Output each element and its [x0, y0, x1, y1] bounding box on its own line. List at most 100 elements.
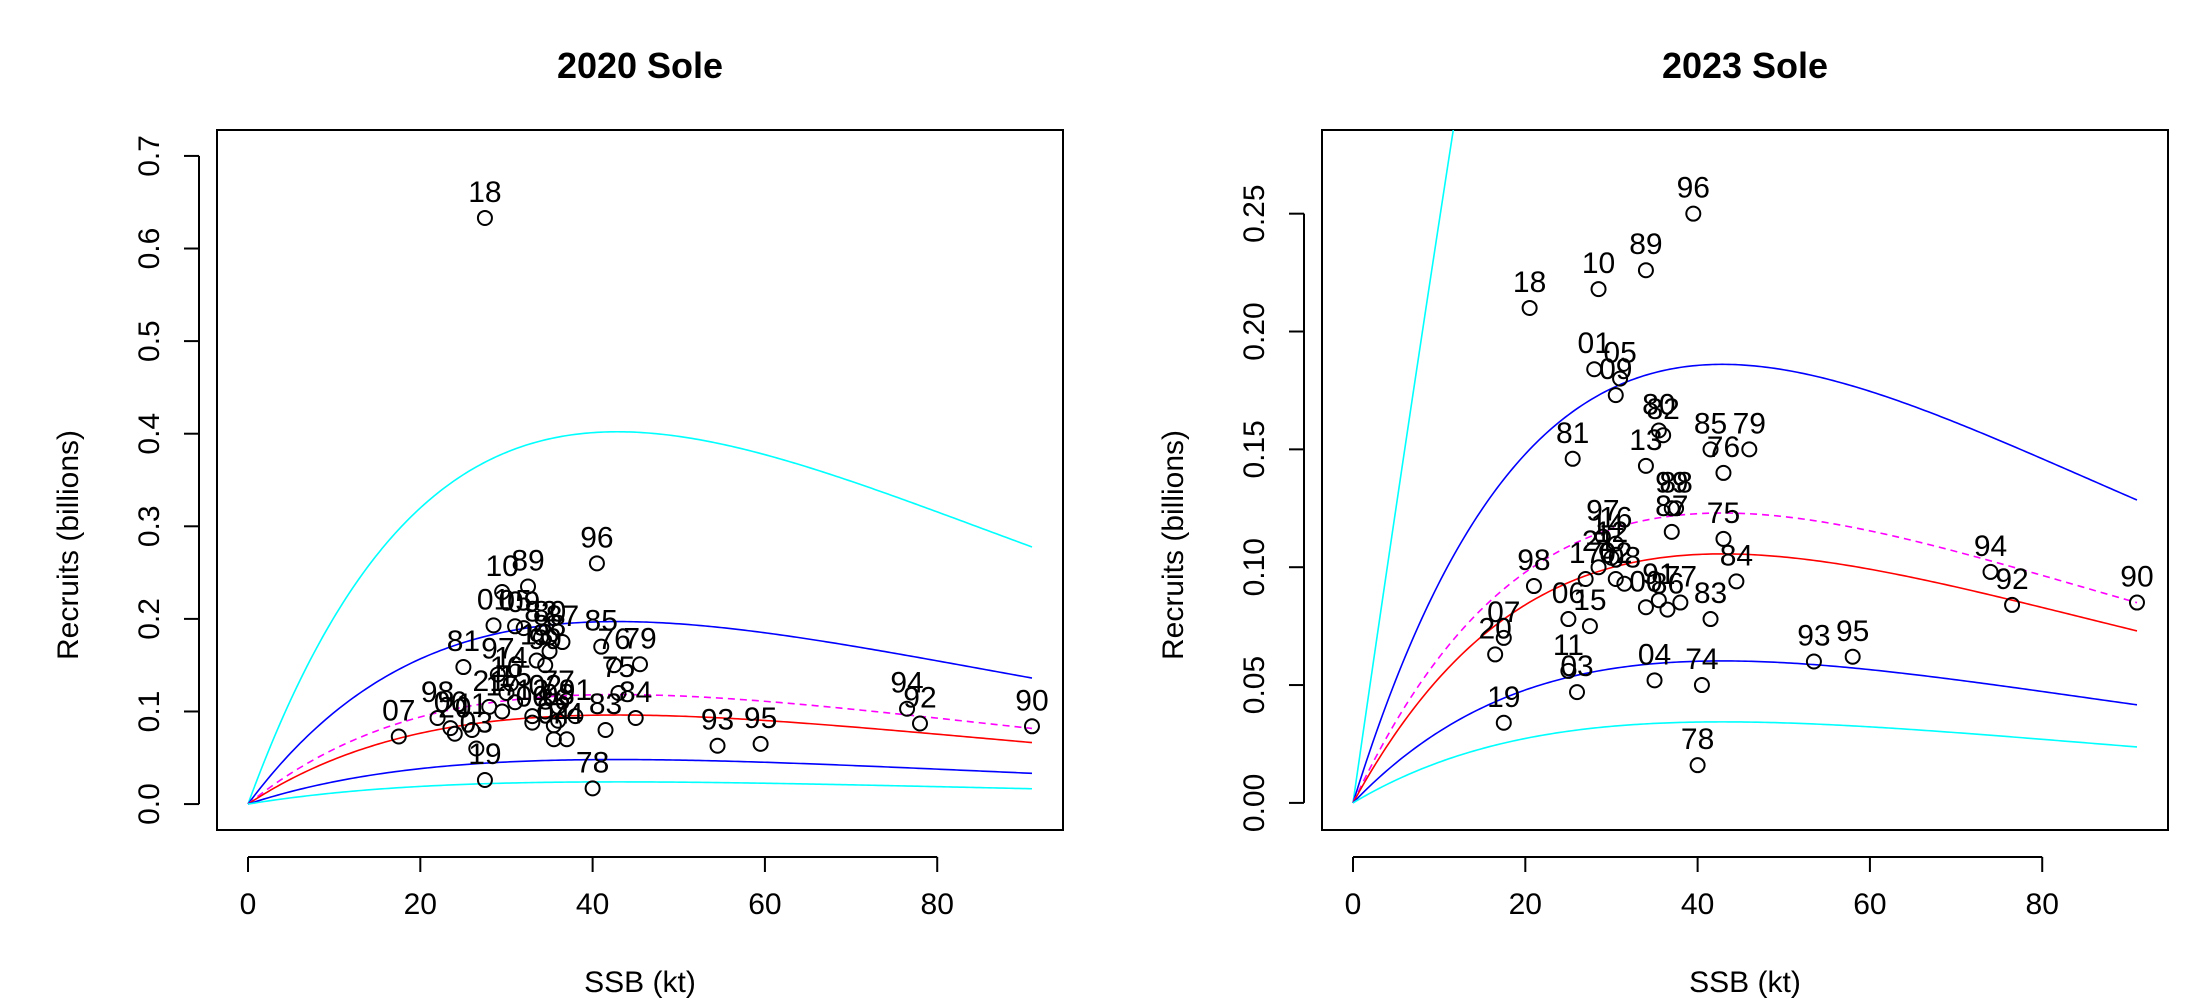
data-point — [485, 617, 502, 634]
point-label: 19 — [1487, 681, 1520, 714]
data-point — [1685, 205, 1702, 222]
data-point — [1594, 528, 1611, 545]
data-point — [1672, 594, 1689, 611]
x-tick-label: 60 — [748, 888, 781, 921]
point-label: 90 — [2120, 561, 2153, 594]
sr-curve-2 — [1352, 512, 2138, 804]
data-point — [2128, 594, 2145, 611]
data-point — [584, 780, 601, 797]
data-point — [1487, 646, 1504, 663]
point-label: 91 — [1642, 558, 1675, 591]
point-label: 90 — [1015, 684, 1048, 717]
point-label: 21 — [1582, 525, 1615, 558]
data-point — [1663, 500, 1680, 517]
data-point — [541, 643, 558, 660]
x-tick-label: 80 — [921, 888, 954, 921]
y-axis: 0.0 0.1 0.2 0.3 0.4 0.5 0.6 0.7 — [133, 135, 200, 825]
data-point — [606, 657, 623, 674]
point-label: 83 — [1694, 577, 1727, 610]
data-point — [1023, 718, 1040, 735]
y-tick-label: 0.25 — [1238, 184, 1271, 242]
point-label: 97 — [481, 632, 514, 665]
curves-layer — [1352, 130, 2138, 804]
y-axis-label: Recruits (billions) — [52, 430, 85, 660]
data-point — [1702, 441, 1719, 458]
data-point — [597, 722, 614, 738]
sr-curve-3 — [247, 714, 1033, 805]
point-label: 03 — [1560, 650, 1593, 683]
point-label: 05 — [498, 584, 531, 617]
data-point — [1728, 573, 1745, 590]
data-point — [507, 694, 524, 711]
y-axis: 0.00 0.05 0.10 0.15 0.20 0.25 — [1238, 184, 1305, 832]
point-label: 79 — [623, 622, 656, 655]
x-tick-label: 80 — [2026, 888, 2059, 921]
data-point — [1590, 281, 1607, 298]
data-point — [1702, 611, 1719, 628]
data-point — [429, 709, 446, 726]
point-label: 08 — [541, 679, 574, 712]
plot-frame — [1321, 129, 2169, 831]
data-point — [632, 656, 648, 673]
data-point — [476, 772, 493, 788]
data-point — [1521, 299, 1538, 316]
data-point — [1655, 427, 1672, 444]
point-label: 94 — [1974, 530, 2007, 563]
sr-curve-2 — [247, 693, 1033, 805]
data-point — [610, 684, 627, 701]
data-point — [498, 684, 515, 701]
data-point — [1715, 464, 1732, 481]
point-label: 78 — [576, 746, 609, 779]
curves-layer — [247, 430, 1033, 805]
data-point — [550, 698, 567, 715]
data-point — [1590, 559, 1607, 576]
data-point — [1607, 387, 1624, 404]
data-point — [1560, 662, 1577, 679]
point-label: 12 — [1595, 516, 1628, 549]
data-point — [1603, 549, 1620, 566]
y-tick-label: 0.10 — [1238, 538, 1271, 596]
point-label: 89 — [1629, 228, 1662, 261]
point-label: 80 — [1642, 389, 1675, 422]
point-label: 91 — [559, 674, 592, 707]
x-tick-label: 20 — [1509, 888, 1542, 921]
point-label: 15 — [498, 660, 531, 693]
y-tick-label: 0.3 — [133, 505, 166, 547]
data-point — [545, 717, 562, 734]
data-point — [911, 715, 928, 732]
point-label: 94 — [890, 667, 923, 700]
point-label: 81 — [447, 625, 480, 658]
y-tick-label: 0.00 — [1238, 774, 1271, 832]
point-label: 14 — [494, 642, 527, 675]
point-label: 18 — [1513, 266, 1546, 299]
data-point — [627, 709, 644, 726]
sr-curve-5 — [1352, 721, 2138, 804]
data-point — [524, 714, 541, 731]
point-label: 85 — [1694, 407, 1727, 440]
point-label: 07 — [1487, 596, 1520, 629]
point-label: 11 — [1553, 629, 1584, 662]
sr-curve-1 — [247, 620, 1033, 805]
point-label: 98 — [1517, 544, 1550, 577]
data-point — [455, 659, 472, 676]
data-point — [1612, 370, 1629, 387]
data-point — [489, 666, 506, 683]
y-tick-label: 0.6 — [133, 228, 166, 270]
x-axis: 0 20 40 60 80 — [1345, 856, 2059, 921]
point-label: 96 — [1677, 172, 1710, 205]
data-point — [464, 722, 481, 738]
data-point — [1693, 677, 1710, 694]
point-label: 19 — [468, 738, 501, 771]
point-label: 77 — [541, 665, 574, 698]
point-label: 97 — [1586, 495, 1619, 528]
sr-curve-0 — [247, 430, 1033, 805]
point-label: 74 — [1685, 643, 1718, 676]
point-label: 09 — [507, 586, 540, 619]
point-label: 21 — [473, 665, 506, 698]
point-label: 75 — [602, 651, 635, 684]
point-label: 76 — [597, 623, 630, 656]
data-point — [1741, 441, 1758, 458]
y-tick-label: 0.0 — [133, 783, 166, 825]
point-label: 92 — [1995, 563, 2028, 596]
